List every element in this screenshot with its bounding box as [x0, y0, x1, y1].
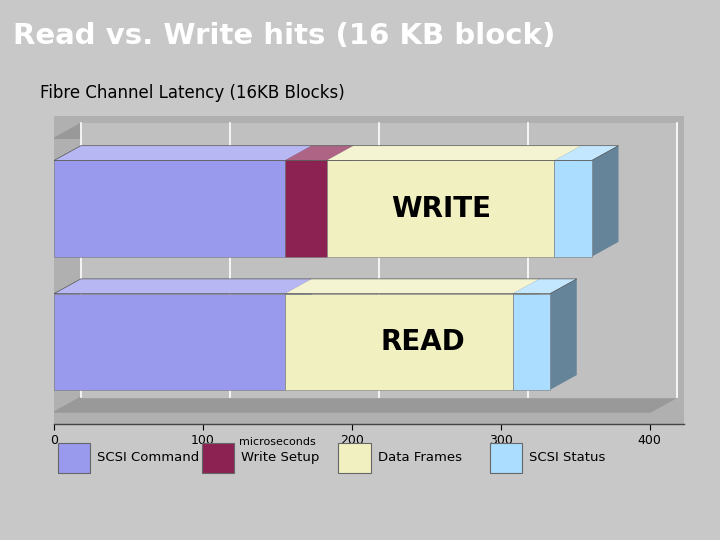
Polygon shape: [285, 279, 539, 294]
Polygon shape: [327, 146, 354, 256]
Bar: [54, 294, 285, 390]
Text: microseconds: microseconds: [239, 437, 316, 447]
Bar: [285, 294, 513, 390]
Polygon shape: [513, 279, 577, 294]
Text: SCSI Status: SCSI Status: [529, 451, 606, 464]
Text: Read vs. Write hits (16 KB block): Read vs. Write hits (16 KB block): [13, 23, 555, 50]
Text: WRITE: WRITE: [391, 194, 491, 222]
Polygon shape: [554, 146, 581, 256]
Bar: [327, 160, 554, 256]
Polygon shape: [327, 146, 581, 160]
FancyBboxPatch shape: [202, 443, 234, 472]
Bar: [513, 294, 550, 390]
FancyBboxPatch shape: [490, 443, 522, 472]
Polygon shape: [285, 146, 312, 256]
Polygon shape: [54, 279, 312, 294]
Polygon shape: [649, 124, 677, 412]
FancyBboxPatch shape: [338, 443, 371, 472]
Polygon shape: [54, 397, 677, 412]
Text: Write Setup: Write Setup: [241, 451, 320, 464]
Bar: [285, 160, 327, 256]
Bar: [54, 160, 285, 256]
Text: READ: READ: [381, 328, 466, 356]
Polygon shape: [285, 146, 354, 160]
Text: SCSI Command: SCSI Command: [97, 451, 199, 464]
Polygon shape: [54, 146, 312, 160]
Polygon shape: [81, 124, 677, 397]
Polygon shape: [513, 279, 539, 390]
Polygon shape: [592, 146, 618, 256]
Polygon shape: [554, 146, 618, 160]
Polygon shape: [54, 124, 677, 138]
Text: Fibre Channel Latency (16KB Blocks): Fibre Channel Latency (16KB Blocks): [40, 84, 344, 102]
FancyBboxPatch shape: [58, 443, 90, 472]
Polygon shape: [550, 279, 577, 390]
Polygon shape: [285, 279, 312, 390]
Bar: [554, 160, 592, 256]
Text: Data Frames: Data Frames: [378, 451, 462, 464]
